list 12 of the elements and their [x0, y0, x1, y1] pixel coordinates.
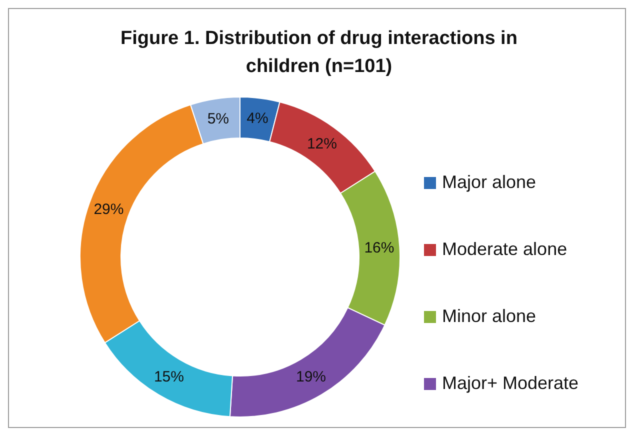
data-label: 4%: [246, 110, 268, 128]
data-label: 15%: [154, 368, 184, 386]
data-label: 5%: [207, 110, 230, 128]
chart-title: Figure 1. Distribution of drug interactions in children (n=101): [120, 27, 518, 79]
legend-label: Moderate alone: [442, 239, 568, 260]
data-label: 16%: [364, 240, 394, 257]
legend-label: Major alone: [442, 172, 536, 193]
data-label: 29%: [94, 201, 124, 218]
legend-label: Minor alone: [442, 306, 536, 327]
legend-label: Major+ Moderate: [442, 373, 579, 394]
data-label: 12%: [306, 136, 338, 153]
data-label: 19%: [296, 368, 326, 386]
